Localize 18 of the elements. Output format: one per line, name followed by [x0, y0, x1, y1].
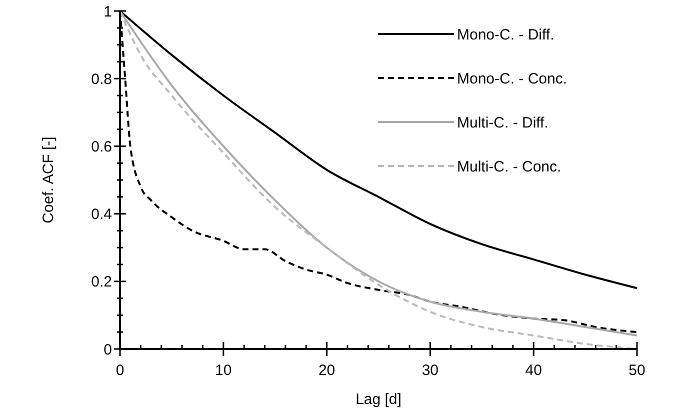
- x-tick-label: 10: [215, 362, 232, 379]
- x-tick-label: 0: [116, 362, 124, 379]
- y-tick-label: 0.8: [91, 70, 112, 88]
- legend-label: Multi-C. - Conc.: [457, 158, 562, 176]
- y-tick-label: 0.2: [91, 274, 112, 291]
- x-tick-label: 40: [525, 362, 542, 379]
- x-tick-label: 30: [422, 362, 439, 379]
- y-tick-label: 0: [104, 341, 112, 358]
- legend-label: Multi-C. - Diff.: [457, 114, 548, 132]
- x-tick-label: 20: [318, 362, 336, 379]
- legend-label: Mono-C. - Diff.: [457, 26, 554, 44]
- x-tick-label: 50: [628, 362, 646, 379]
- y-tick-label: 0.6: [91, 138, 112, 156]
- x-axis-title: Lag [d]: [356, 391, 402, 408]
- legend-label: Mono-C. - Conc.: [457, 70, 568, 88]
- y-tick-label: 1: [104, 3, 112, 20]
- y-tick-label: 0.4: [91, 206, 112, 224]
- y-axis-title: Coef. ACF [-]: [40, 136, 57, 224]
